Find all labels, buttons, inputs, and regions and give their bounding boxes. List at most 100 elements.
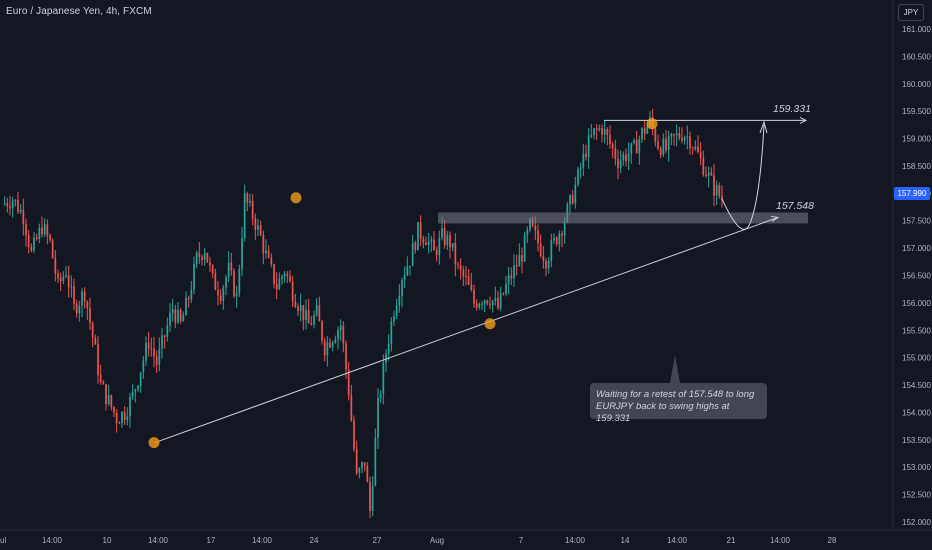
candle-body [219,295,222,301]
candle-body [350,395,353,421]
y-tick-label: 154.000 [902,408,931,417]
candle-body [617,158,619,169]
candle-body [689,136,691,148]
candle-body [521,255,523,262]
candle-body [182,315,185,322]
swing-pivot-marker [290,192,302,204]
candle-body [627,153,630,162]
candle-body [139,372,142,386]
candle-body [483,300,486,304]
candle-body [643,128,646,134]
candle-body [462,269,465,277]
candle-body [91,322,94,338]
candle-body [115,412,118,424]
candle-body [134,389,137,392]
candle-body [51,239,54,259]
candle-body [305,309,307,321]
candle-body [97,344,99,376]
candle-body [318,305,321,322]
candle-body [177,309,179,323]
candle-body [118,423,121,425]
x-tick-label: 17 [207,536,216,545]
candle-body [478,304,481,308]
candle-body [49,235,51,240]
candle-body [329,342,331,348]
candle-body [419,222,422,239]
candle-body [257,225,259,230]
candle-body [6,203,9,207]
candle-body [83,291,86,302]
candle-body [609,134,611,144]
candle-body [89,308,91,323]
candle-body [449,235,451,248]
candle-body [129,396,131,417]
candle-body [33,237,35,251]
projection-arrowhead [759,120,768,134]
candle-body [217,289,219,296]
candle-body [73,286,75,304]
candle-body [598,128,601,130]
candle-body [385,353,387,363]
currency-button[interactable]: JPY [898,4,924,21]
candle-body [155,356,158,365]
swing-pivot-marker [148,437,160,449]
candle-body [198,252,201,258]
candle-body [105,384,107,405]
candle-body [278,278,281,290]
candle-body [214,273,217,290]
annotation-callout: Waiting for a retest of 157.548 to long … [590,355,767,424]
candle-body [409,266,411,268]
candle-body [441,228,443,238]
candle-body [710,172,713,176]
candle-body [526,229,529,236]
candle-body [203,252,206,260]
candle-body [65,275,67,277]
candle-body [673,134,675,136]
y-tick-label: 153.500 [902,436,931,445]
candle-body [195,252,198,265]
swing-pivot-marker [646,118,658,130]
candle-body [537,230,539,244]
candle-body [22,209,25,224]
candle-body [315,305,318,315]
candle-body [435,250,438,256]
candle-body [691,147,694,149]
candle-body [185,297,187,316]
candle-body [158,348,161,365]
candle-body [443,228,446,246]
candle-body [577,168,579,185]
candle-body [670,134,673,137]
candle-body [102,381,105,385]
candle-body [235,293,238,297]
candle-body [547,260,550,269]
candle-body [715,185,718,196]
candle-body [99,375,102,382]
candle-body [657,141,659,149]
candle-body [529,218,531,230]
candle-body [254,218,257,230]
candle-body [273,264,275,285]
candle-body [614,148,617,159]
candle-body [414,242,417,251]
x-tick-label: 14:00 [148,536,169,545]
candle-body [601,128,603,135]
candle-body [433,239,435,251]
candle-body [342,325,345,344]
candle-body [57,273,59,278]
candle-body [683,137,686,141]
candle-body [494,298,497,301]
candle-body [363,462,366,466]
candle-body [406,266,409,276]
candle-body [35,237,38,239]
candle-body [326,342,329,356]
candle-body [14,199,17,201]
y-tick-label: 153.000 [902,463,931,472]
y-tick-label: 160.000 [902,80,931,89]
candle-body [705,174,707,177]
candle-body [489,303,491,306]
candle-body [451,243,454,248]
candle-body [270,257,273,265]
candle-body [150,348,153,350]
candle-body [633,140,635,144]
